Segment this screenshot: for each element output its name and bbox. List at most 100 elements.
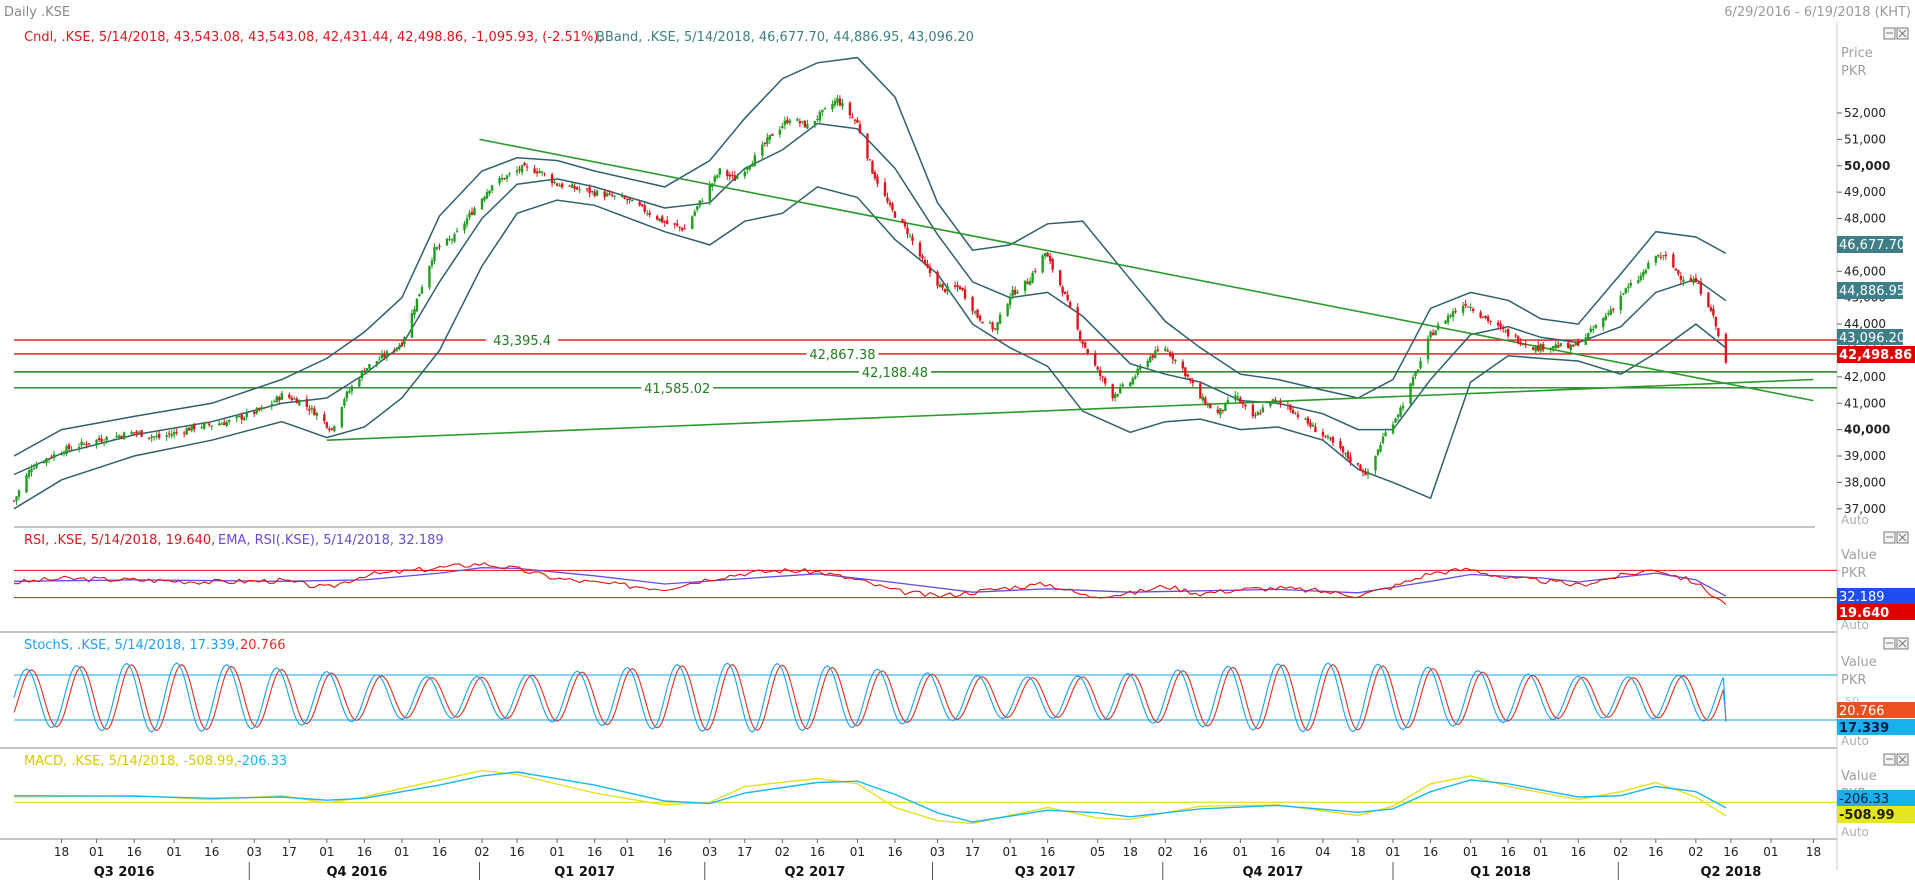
rsi-ema-badge-text: 32.189 [1839, 590, 1885, 605]
candle-up-body [65, 446, 68, 454]
level-label-bg [858, 364, 931, 379]
candle-down-body [593, 191, 596, 196]
candle-down-body [1191, 380, 1195, 384]
candle-down-body [1689, 278, 1693, 282]
candle-down-body [1063, 291, 1067, 295]
candle-up-body [1116, 394, 1119, 396]
candle-up-body [746, 167, 749, 170]
candle-up-body [415, 298, 419, 312]
quarter-label: Q1 2017 [554, 865, 615, 880]
candle-up-body [1411, 377, 1415, 386]
candle-down-body [523, 163, 526, 166]
candle-down-body [941, 283, 944, 288]
candle-up-body [1164, 348, 1167, 351]
candle-up-body [1236, 396, 1240, 398]
candle-up-body [430, 260, 434, 266]
candle-down-body [1519, 342, 1522, 345]
candle-up-body [1234, 395, 1237, 400]
candle-up-body [130, 431, 133, 435]
candle-down-body [866, 133, 869, 159]
price-axis-title: Price [1841, 46, 1873, 61]
candle-down-body [1251, 404, 1255, 417]
candle-down-body [1306, 417, 1310, 424]
candle-down-body [100, 438, 103, 442]
candle-up-body [210, 425, 213, 427]
candle-down-body [1186, 374, 1190, 377]
candle-down-body [1239, 397, 1242, 403]
time-tick-label: 03 [702, 845, 717, 859]
candle-up-body [112, 438, 116, 440]
candle-down-body [313, 408, 316, 416]
candle-up-body [1569, 344, 1572, 351]
time-tick-label: 16 [1193, 845, 1208, 859]
candle-up-body [413, 309, 416, 316]
candle-up-body [345, 391, 349, 399]
candle-up-body [275, 396, 278, 402]
candle-up-body [841, 102, 844, 107]
candle-down-body [1274, 399, 1277, 401]
time-tick-label: 16 [432, 845, 447, 859]
candle-up-body [453, 233, 456, 242]
candle-down-body [921, 255, 924, 258]
candle-down-body [903, 221, 907, 227]
price-tick-label: 39,000 [1844, 449, 1886, 463]
candle-down-body [157, 433, 161, 438]
time-axis: 18 01 16 01 16 03 17 01 16 01 16 02 16 01 16 01 16 03 17 02… [54, 839, 1821, 880]
rsi-panel [13, 562, 1837, 606]
candle-down-body [325, 422, 329, 428]
candle-up-body [1429, 331, 1432, 338]
candle-up-body [783, 120, 787, 126]
candle-down-body [978, 315, 982, 321]
time-tick-label: 03 [247, 845, 262, 859]
stoch-d-legend: 20.766 [240, 638, 286, 653]
candle-up-body [1219, 408, 1222, 415]
candle-down-body [1061, 287, 1064, 294]
candle-down-body [1697, 283, 1700, 285]
time-tick-label: 02 [1613, 845, 1628, 859]
candle-down-body [550, 174, 554, 184]
quarter-label: Q3 2017 [1015, 865, 1076, 880]
candle-up-body [1461, 305, 1465, 313]
price-tick-label: 44,000 [1844, 317, 1886, 331]
time-tick-label: 03 [930, 845, 945, 859]
candle-down-body [1209, 403, 1212, 409]
candle-up-body [1426, 338, 1430, 360]
price-tick-label: 49,000 [1844, 185, 1886, 199]
candle-up-body [1206, 403, 1210, 406]
candle-up-body [658, 218, 661, 222]
time-tick-label: 16 [204, 845, 219, 859]
rsi-legend: RSI, .KSE, 5/14/2018, 19.640, [24, 533, 215, 548]
candle-down-body [323, 414, 326, 422]
time-tick-label: 17 [282, 845, 297, 859]
candle-down-body [1677, 270, 1680, 274]
candle-down-body [666, 220, 669, 224]
stoch-legend: StochS, .KSE, 5/14/2018, 17.339, [24, 638, 239, 653]
bband-middle-badge [1837, 282, 1903, 299]
candle-up-body [420, 287, 424, 294]
candle-down-body [1244, 404, 1247, 407]
candle-down-body [1506, 328, 1510, 337]
price-tick-label: 40,000 [1844, 423, 1890, 437]
candle-up-body [1394, 418, 1397, 423]
candle-up-body [1326, 436, 1330, 438]
candle-up-body [1629, 283, 1632, 286]
candle-down-body [891, 203, 894, 210]
candle-down-body [120, 436, 123, 438]
time-tick-label: 01 [89, 845, 104, 859]
time-tick-label: 02 [474, 845, 489, 859]
candle-up-body [380, 354, 384, 359]
candle-down-body [928, 266, 932, 274]
candle-down-body [438, 246, 441, 248]
candle-up-body [605, 193, 609, 197]
candle-down-body [1033, 271, 1037, 273]
candle-up-body [1682, 279, 1685, 282]
close-icon [1898, 29, 1907, 38]
candle-down-body [1086, 348, 1089, 354]
candle-up-body [1654, 255, 1658, 263]
time-tick-label: 01 [1385, 845, 1400, 859]
bband-lower-badge-text: 43,096.20 [1839, 331, 1905, 346]
time-tick-label: 16 [126, 845, 141, 859]
candle-up-body [170, 434, 173, 437]
candle-down-body [1081, 341, 1084, 344]
